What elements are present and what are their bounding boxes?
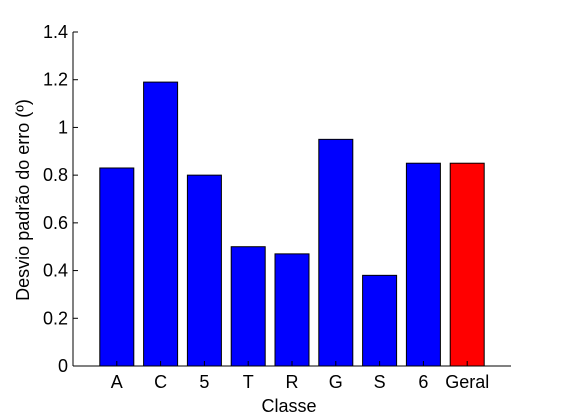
y-tick-label: 1 <box>58 117 68 137</box>
bar-6 <box>405 162 441 367</box>
bar-geral <box>449 162 485 367</box>
bars-group <box>99 81 485 367</box>
y-axis-title: Desvio padrão do erro (º) <box>13 99 33 301</box>
x-tick-label: 5 <box>199 372 209 392</box>
x-tick-label: G <box>329 372 343 392</box>
y-tick-label: 0 <box>58 356 68 376</box>
bar-r <box>274 253 310 367</box>
x-tick-label: A <box>111 372 123 392</box>
y-ticks-group: 0 0.2 0.4 0.6 0.8 1 1.2 1.4 <box>43 22 78 376</box>
y-tick-label: 1.2 <box>43 70 68 90</box>
bar-5 <box>186 174 222 367</box>
x-tick-label: S <box>374 372 386 392</box>
y-tick-label: 0.4 <box>43 261 68 281</box>
x-tick-label: 6 <box>418 372 428 392</box>
x-tick-label: T <box>243 372 254 392</box>
y-tick-label: 0.6 <box>43 213 68 233</box>
bar-t <box>230 246 266 367</box>
x-tick-label: C <box>154 372 167 392</box>
x-axis-title: Classe <box>261 396 316 416</box>
bar-c <box>143 81 179 367</box>
bar-a <box>99 167 135 367</box>
x-tick-label: Geral <box>445 372 489 392</box>
y-tick-label: 0.2 <box>43 308 68 328</box>
y-tick-label: 1.4 <box>43 22 68 42</box>
y-tick-label: 0.8 <box>43 165 68 185</box>
bar-s <box>362 274 398 367</box>
x-ticks-group: A C 5 T R G S 6 Geral <box>111 361 489 392</box>
bar-g <box>318 138 354 367</box>
x-tick-label: R <box>286 372 299 392</box>
